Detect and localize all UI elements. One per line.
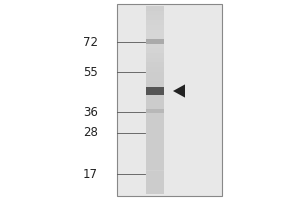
Bar [146,86,164,91]
Bar [146,105,164,109]
Bar [146,100,164,105]
Bar [146,189,164,194]
Bar [146,53,164,58]
Bar [146,39,164,44]
Bar [146,109,164,114]
Bar [146,142,164,147]
Bar [146,38,164,44]
Bar [146,152,164,156]
Bar [146,44,164,48]
Bar [146,20,164,25]
Bar [146,11,164,15]
Bar [146,161,164,166]
Bar [146,95,164,100]
Bar [146,34,164,39]
Bar [146,76,164,81]
Bar [146,138,164,142]
Bar [146,166,164,170]
Text: 55: 55 [83,66,98,78]
Text: 293: 293 [142,0,168,2]
Bar [146,180,164,185]
Bar [146,170,164,175]
Text: 36: 36 [83,106,98,118]
Polygon shape [173,84,185,98]
Bar [146,29,164,34]
Bar [146,185,164,189]
Bar [146,62,164,67]
Bar [146,91,164,95]
Bar [146,72,164,77]
Bar [146,114,164,119]
Bar [146,67,164,72]
Bar [146,48,164,53]
Bar [146,25,164,29]
Bar [146,156,164,161]
Bar [146,123,164,128]
Bar [146,81,164,86]
Bar [146,133,164,138]
Bar [117,4,222,196]
Bar [146,6,164,11]
Text: 72: 72 [83,36,98,48]
Bar [146,87,164,95]
Bar [146,175,164,180]
Bar [146,109,164,113]
Bar [146,58,164,62]
Bar [146,6,164,194]
Bar [146,147,164,152]
Bar [146,119,164,123]
Text: 28: 28 [83,127,98,140]
Bar [146,15,164,20]
Bar [146,128,164,133]
Text: 17: 17 [83,168,98,180]
